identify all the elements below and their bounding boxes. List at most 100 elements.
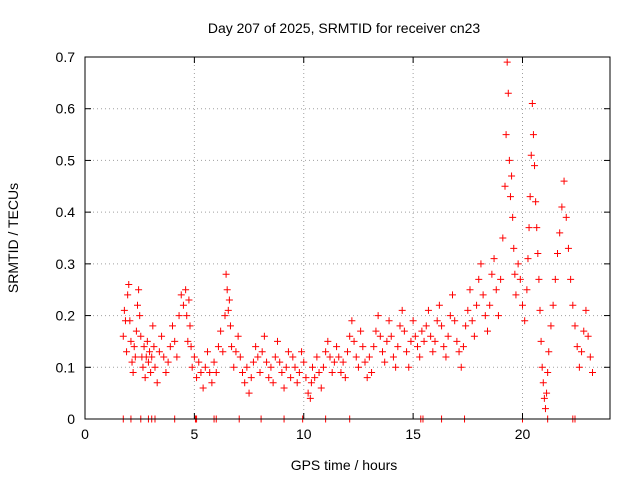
data-point [530, 131, 537, 138]
data-point [482, 312, 489, 319]
data-point [217, 328, 224, 335]
data-point [206, 369, 213, 376]
data-point [394, 343, 401, 350]
data-point [544, 369, 551, 376]
data-point [511, 271, 518, 278]
data-point [410, 317, 417, 324]
data-point [507, 193, 514, 200]
data-point [504, 59, 511, 66]
data-point [589, 369, 596, 376]
data-point [165, 359, 172, 366]
data-point [392, 364, 399, 371]
data-point [265, 374, 272, 381]
data-point [246, 390, 253, 397]
x-axis-label: GPS time / hours [291, 457, 398, 473]
data-point [386, 317, 393, 324]
data-point [554, 250, 561, 257]
data-point [296, 369, 303, 376]
data-point [329, 369, 336, 376]
data-point [375, 312, 382, 319]
data-point [416, 353, 423, 360]
data-point [248, 374, 255, 381]
data-point [254, 353, 261, 360]
data-point [285, 348, 292, 355]
data-point [182, 286, 189, 293]
data-point [213, 369, 220, 376]
data-point [509, 214, 516, 221]
data-point [311, 374, 318, 381]
data-point [497, 276, 504, 283]
data-point [527, 193, 534, 200]
data-point [324, 338, 331, 345]
data-point [228, 343, 235, 350]
data-point [423, 322, 430, 329]
data-point [460, 343, 467, 350]
data-point [458, 364, 465, 371]
data-point [327, 353, 334, 360]
data-point [142, 374, 149, 381]
data-point [316, 369, 323, 376]
data-point [278, 369, 285, 376]
data-point [545, 348, 552, 355]
data-point [211, 359, 218, 366]
y-tick-label: 0.7 [56, 49, 76, 65]
data-point [449, 291, 456, 298]
data-point [532, 198, 539, 205]
data-point [537, 307, 544, 314]
data-point [401, 328, 408, 335]
data-point [565, 245, 572, 252]
data-point [313, 353, 320, 360]
data-point [137, 333, 144, 340]
data-point [558, 203, 565, 210]
data-point [131, 343, 138, 350]
plot-frame [85, 57, 610, 419]
y-tick-label: 0.1 [56, 359, 76, 375]
data-point [484, 328, 491, 335]
data-point [390, 353, 397, 360]
data-point [351, 338, 358, 345]
data-point [287, 374, 294, 381]
data-point [469, 317, 476, 324]
y-axis-label: SRMTID / TECUs [5, 183, 21, 293]
data-point [178, 291, 185, 298]
data-point [160, 353, 167, 360]
grid-layer [85, 57, 610, 419]
data-point [134, 302, 141, 309]
data-point [453, 338, 460, 345]
data-point [585, 333, 592, 340]
data-point [152, 364, 159, 371]
data-point [263, 359, 270, 366]
data-point [237, 353, 244, 360]
data-point [521, 317, 528, 324]
data-point [556, 229, 563, 236]
data-point [407, 338, 414, 345]
data-point [578, 348, 585, 355]
data-point [337, 369, 344, 376]
data-point [126, 317, 133, 324]
data-point [149, 322, 156, 329]
data-point [440, 343, 447, 350]
data-point [204, 348, 211, 355]
data-point [223, 271, 230, 278]
data-point [442, 353, 449, 360]
data-point [552, 276, 559, 283]
data-point [355, 364, 362, 371]
data-point [397, 322, 404, 329]
data-point [162, 369, 169, 376]
data-point [320, 364, 327, 371]
data-point [197, 369, 204, 376]
chart-title: Day 207 of 2025, SRMTID for receiver cn2… [208, 20, 481, 36]
data-point [535, 276, 542, 283]
data-point [359, 343, 366, 350]
data-point [225, 307, 232, 314]
data-point [261, 333, 268, 340]
data-point [381, 359, 388, 366]
data-point [523, 286, 530, 293]
data-point [226, 297, 233, 304]
data-point [473, 302, 480, 309]
data-point [512, 291, 519, 298]
data-point [524, 255, 531, 262]
data-point [136, 312, 143, 319]
data-point [121, 307, 128, 314]
data-point [252, 343, 259, 350]
